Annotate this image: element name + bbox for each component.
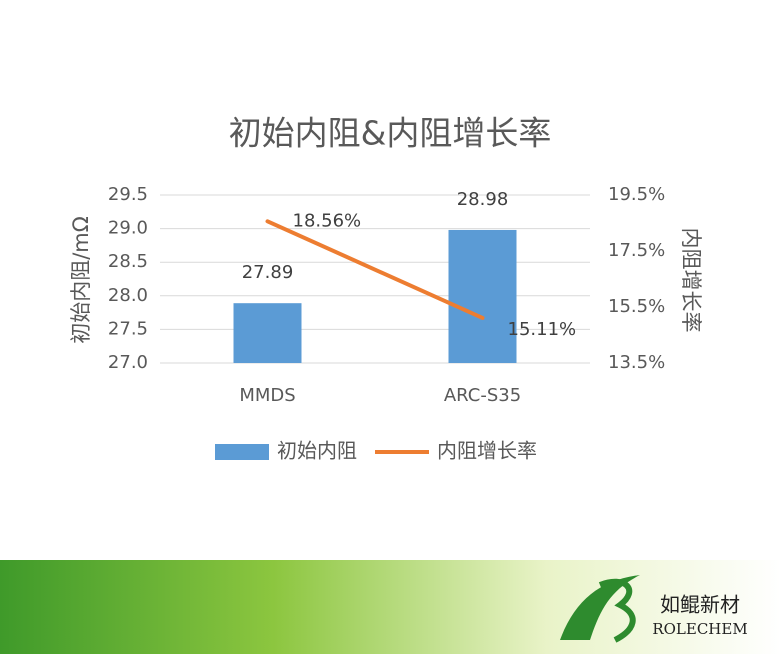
footer-band (0, 560, 781, 654)
logo-text: ROLECHEM (652, 620, 747, 638)
legend-label: 内阻增长率 (437, 439, 537, 463)
y-tick-label: 27.5 (108, 318, 148, 339)
y-tick-label: 29.0 (108, 218, 148, 239)
x-tick-label: ARC-S35 (444, 385, 521, 406)
legend-label: 初始内阻 (277, 439, 357, 463)
y-tick-label: 28.5 (108, 251, 148, 272)
bar (233, 303, 302, 363)
y-axis-title: 初始内阻/mΩ (69, 216, 93, 344)
bar-value-label: 27.89 (242, 262, 294, 283)
y2-tick-label: 19.5% (608, 184, 665, 205)
logo-mark (560, 575, 640, 640)
y2-tick-label: 15.5% (608, 296, 665, 317)
line-value-label: 18.56% (293, 210, 362, 231)
logo-mark (598, 578, 636, 643)
bar-value-label: 28.98 (457, 189, 509, 210)
legend-swatch (215, 444, 269, 460)
y-tick-label: 28.0 (108, 285, 148, 306)
y2-tick-label: 13.5% (608, 352, 665, 373)
x-tick-label: MMDS (239, 385, 295, 406)
y-tick-label: 27.0 (108, 352, 148, 373)
y-tick-label: 29.5 (108, 184, 148, 205)
logo-name: 如鲲新材 (660, 593, 740, 617)
y2-axis-title: 内阻增长率 (679, 228, 703, 333)
line (265, 219, 485, 320)
bar (448, 229, 517, 363)
y2-tick-label: 17.5% (608, 240, 665, 261)
chart-title: 初始内阻&内阻增长率 (229, 114, 552, 153)
line-value-label: 15.11% (508, 319, 577, 340)
